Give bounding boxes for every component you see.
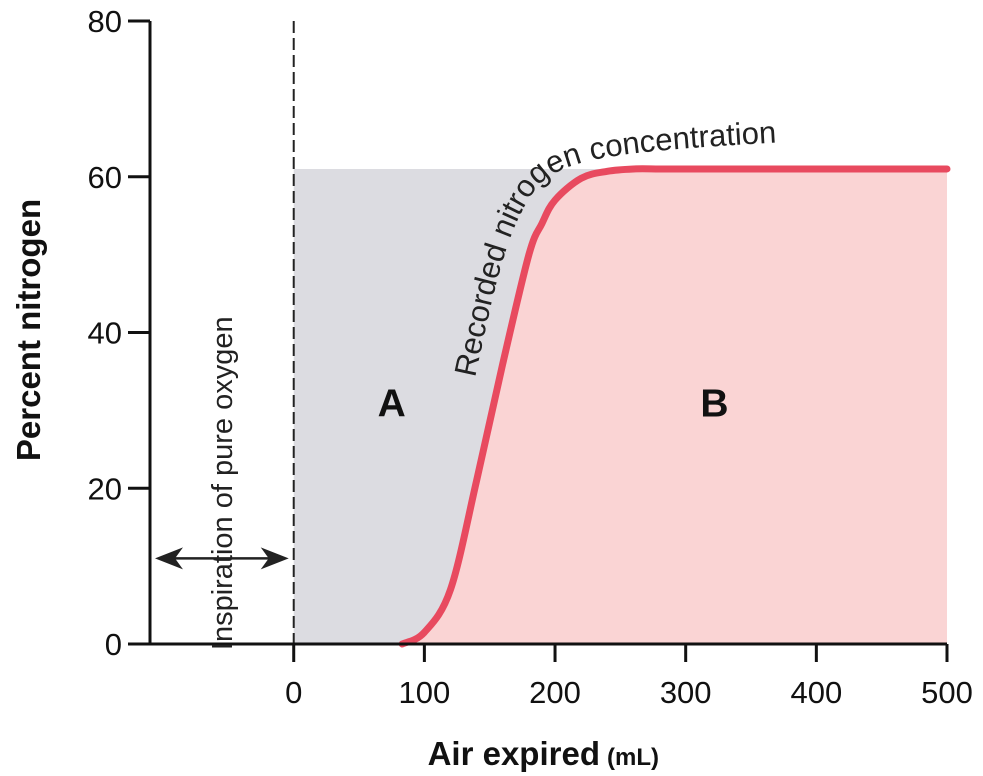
x-tick-label: 100 (399, 675, 451, 710)
x-tick-label: 400 (790, 675, 842, 710)
x-tick-label: 0 (285, 675, 302, 710)
nitrogen-curve (398, 165, 951, 648)
y-tick-label: 20 (88, 471, 122, 506)
region-b-label: B (700, 383, 728, 426)
x-axis-ticks: 0 100 200 300 400 500 (285, 644, 973, 710)
arrow-left-head (155, 547, 183, 570)
y-tick-label: 0 (105, 627, 122, 662)
region-a-dead-space (293, 168, 947, 645)
x-axis-unit: (mL) (607, 744, 659, 771)
y-tick-label: 80 (88, 4, 122, 39)
y-tick-label: 60 (88, 160, 122, 195)
region-a-label: A (378, 383, 406, 426)
region-b-alveolar-air (402, 168, 947, 645)
arrow-right-head (260, 547, 289, 570)
y-tick-label: 40 (88, 316, 122, 351)
x-tick-label: 500 (921, 675, 973, 710)
inspiration-label: Inspiration of pure oxygen (207, 316, 239, 650)
x-tick-label: 200 (529, 675, 581, 710)
inspiration-double-arrow (155, 547, 289, 570)
y-axis-ticks: 0 20 40 60 80 (88, 4, 150, 662)
y-axis-title: Percent nitrogen (10, 199, 47, 461)
x-tick-label: 300 (660, 675, 712, 710)
x-axis-title: Air expired (428, 735, 600, 772)
